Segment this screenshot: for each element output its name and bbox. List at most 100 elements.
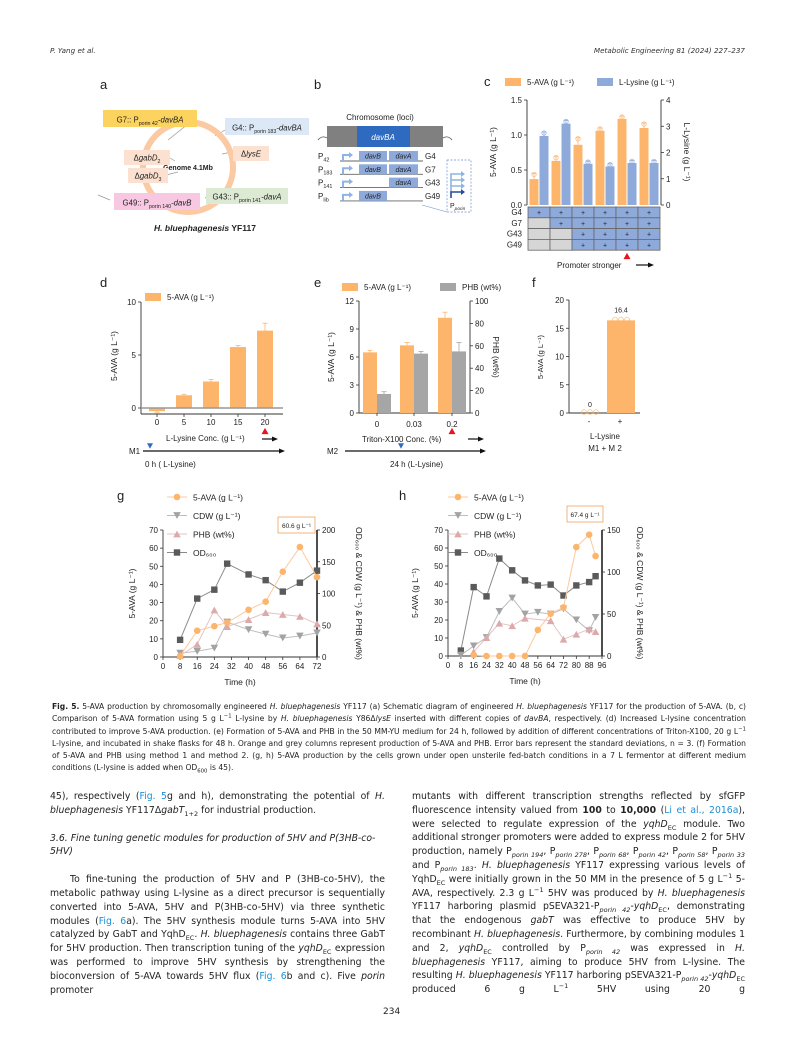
table-mark: + (625, 210, 629, 217)
text-segment: H. bluephagenesis (269, 702, 341, 711)
locus-box-G43 (206, 188, 288, 204)
citation-link[interactable]: Li et al., 2016a (664, 804, 739, 816)
panel-label-h: h (399, 488, 406, 503)
text-segment: porin 68 (599, 851, 627, 860)
panel-label-d: d (100, 275, 107, 290)
gene-label: davA (396, 180, 412, 187)
text-segment: to (601, 804, 621, 816)
data-point (279, 588, 286, 595)
legend-label: 5-AVA (g L⁻¹) (527, 78, 574, 87)
table-row-label: G4 (511, 208, 522, 217)
text-segment: −1 (722, 871, 733, 880)
data-point (496, 652, 503, 660)
x-axis-label: M1 + M 2 (588, 444, 622, 453)
panel-label-c: c (484, 74, 491, 89)
text-segment: mutants with different transcription str… (412, 791, 745, 816)
tick-label: 0 (666, 201, 671, 210)
data-point (245, 571, 252, 578)
data-point (521, 652, 529, 660)
y2-axis-label: OD₆₀₀ & CDW (g L⁻¹) & PHB (wt%) (635, 526, 645, 659)
replicate-point (531, 171, 537, 178)
text-segment: YF117 harboring pSEVA321-P (541, 970, 682, 982)
bar (561, 123, 571, 205)
text-segment: porin 42 (638, 851, 667, 860)
legend-label: CDW (g L⁻¹) (193, 511, 241, 521)
data-point (194, 595, 201, 602)
table-mark: + (603, 242, 607, 249)
promoter-library-box (446, 159, 472, 213)
legend-marker (454, 493, 462, 501)
gene-label: davA (396, 154, 412, 161)
tick-label: 10 (555, 353, 564, 362)
data-label: 16.4 (614, 307, 628, 314)
text-segment: yqhD (298, 943, 323, 955)
x-tick-label: 32 (495, 661, 504, 670)
tick-label: 20 (434, 616, 443, 625)
locus-label-gabD3: ΔgabD3 (135, 172, 162, 183)
text-segment: module. Two additional stronger promoter… (412, 818, 745, 858)
data-point (261, 609, 270, 616)
data-point (176, 652, 184, 660)
callout-label: 60.6 g L⁻¹ (282, 523, 312, 530)
y2-axis-label: OD₆₀₀ & CDW (g L⁻¹) & PHB (wt%) (354, 527, 364, 660)
locus-label-G49: G49:: Pporin 140-davB (123, 199, 192, 210)
highlight-triangle-icon (448, 427, 456, 435)
citation-link[interactable]: Fig. 6 (259, 970, 287, 982)
data-point (223, 560, 231, 567)
legend-marker (454, 549, 462, 556)
text-segment: To fine-tuning the production of 5HV and… (50, 874, 385, 927)
text-segment: - (708, 970, 712, 982)
chromosome-title: Chromosome (loci) (346, 113, 414, 122)
x-tick-label: 8 (459, 661, 464, 670)
table-cell (527, 238, 551, 251)
x-tick-label: 64 (295, 662, 304, 671)
legend-label: OD₆₀₀ (474, 548, 498, 558)
text-segment: -davB (171, 199, 191, 208)
bar (551, 160, 561, 205)
text-segment: gabT (530, 915, 554, 927)
data-point (483, 652, 490, 660)
text-segment: -davBA (158, 116, 184, 125)
x-tick-label: + (618, 417, 623, 426)
data-point (470, 651, 477, 659)
text-segment: 10,000 (620, 804, 657, 816)
tick-label: 9 (350, 325, 355, 334)
bar (529, 179, 539, 205)
table-mark: + (581, 221, 585, 228)
data-point (278, 634, 287, 642)
text-segment: Y86Δ (352, 714, 376, 724)
text-segment: . (473, 859, 482, 871)
davB-gene (359, 151, 387, 161)
text-segment: 3.6. Fine tuning genetic modules for pro… (50, 832, 376, 858)
data-point (591, 613, 600, 621)
text-segment: porin 194 (511, 851, 544, 860)
table-mark: + (581, 242, 585, 249)
legend-marker (173, 512, 181, 519)
legend-label: PHB (wt%) (474, 530, 516, 540)
callout-box (566, 505, 604, 523)
tick-label: 0 (560, 409, 565, 418)
section-heading: 3.6. Fine tuning genetic modules for pro… (50, 832, 385, 860)
text-segment: 5-AVA, respectively. 2.3 g L (412, 873, 745, 899)
text-segment: yqhD (458, 942, 484, 954)
table-mark: + (603, 210, 607, 217)
text-segment: expression was performed to improve 5HV … (50, 943, 386, 982)
bar (607, 320, 635, 413)
promoter-arrowhead-icon (349, 152, 353, 158)
series-line (179, 546, 318, 657)
citation-link[interactable]: Fig. 6 (98, 915, 127, 927)
x-tick-label: 40 (508, 661, 517, 670)
text-segment: porin 140 (149, 204, 171, 210)
data-point (211, 586, 218, 593)
text-segment: 5HV was produced by (543, 887, 658, 899)
text-segment: gabT (161, 804, 185, 816)
text-segment: H. bluephagenesis (473, 928, 561, 940)
legend-label: 5-AVA (g L⁻¹) (474, 493, 524, 503)
connector-line (169, 157, 176, 162)
replicate-point (593, 409, 599, 415)
series-line (460, 597, 597, 656)
citation-link[interactable]: Fig. 5 (139, 791, 167, 802)
tick-label: 10 (434, 634, 443, 643)
replicate-point (641, 121, 647, 127)
